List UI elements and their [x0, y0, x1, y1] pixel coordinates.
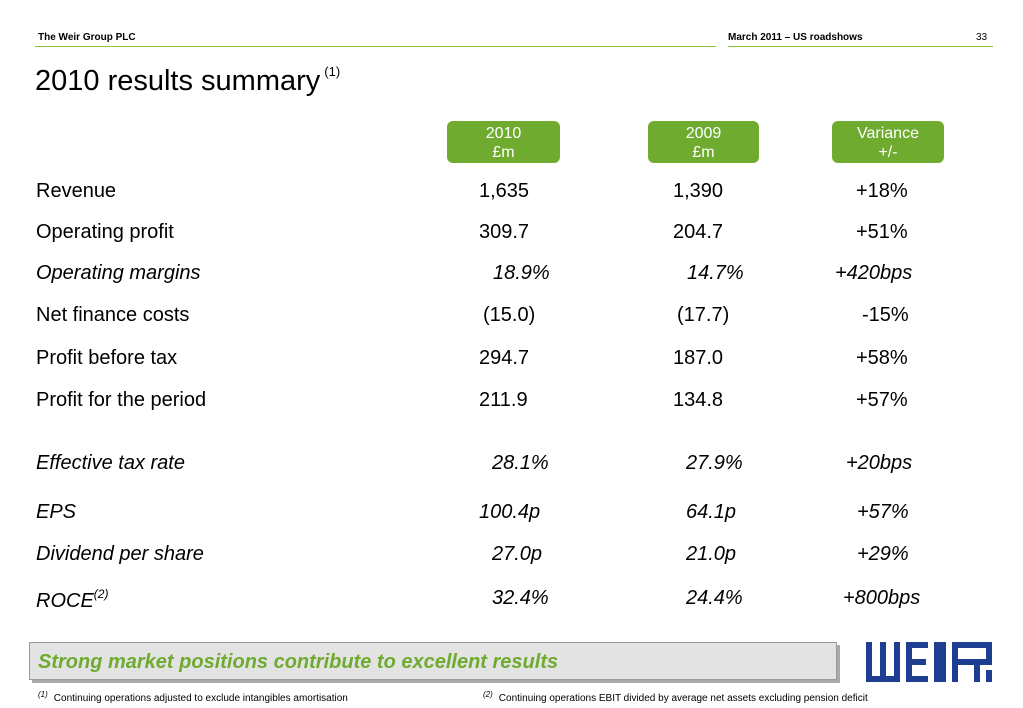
row-label: Dividend per share: [36, 543, 204, 565]
column-header-variance-title: Variance: [857, 125, 919, 142]
value-variance: +20bps: [846, 452, 913, 474]
footnote-1: (1) Continuing operations adjusted to exc…: [38, 690, 348, 704]
row-roce: ROCE(2) 32.4% 24.4% +800bps: [0, 587, 1023, 615]
row-dividend-per-share: Dividend per share 27.0p 21.0p +29%: [0, 543, 1023, 571]
page-title-text: 2010 results summary: [35, 65, 321, 97]
value-2009: 204.7: [673, 221, 724, 243]
value-variance: +420bps: [835, 262, 913, 284]
footnote-1-text: Continuing operations adjusted to exclud…: [53, 693, 348, 704]
footnote-2-text: Continuing operations EBIT divided by av…: [498, 693, 868, 704]
value-2010: 1,635: [479, 180, 530, 202]
value-2009: 14.7%: [687, 262, 744, 284]
value-2010: 100.4p: [479, 501, 541, 523]
row-label-text: ROCE: [36, 590, 94, 612]
value-2010: 18.9%: [493, 262, 550, 284]
value-2009: 64.1p: [686, 501, 737, 523]
row-label: Profit for the period: [36, 389, 207, 411]
value-2009: 21.0p: [686, 543, 737, 565]
row-label: Net finance costs: [36, 304, 190, 326]
row-operating-margins: Operating margins 18.9% 14.7% +420bps: [0, 262, 1023, 290]
value-2010: (15.0): [483, 304, 536, 326]
title-footnote-mark: (1): [324, 64, 341, 79]
value-variance: +58%: [856, 347, 908, 369]
header-rule-left: [35, 46, 716, 47]
row-profit-before-tax: Profit before tax 294.7 187.0 +58%: [0, 347, 1023, 375]
value-2010: 309.7: [479, 221, 530, 243]
row-profit-for-period: Profit for the period 211.9 134.8 +57%: [0, 389, 1023, 417]
value-2009: 134.8: [673, 389, 724, 411]
value-2009: 187.0: [673, 347, 724, 369]
row-eps: EPS 100.4p 64.1p +57%: [0, 501, 1023, 529]
row-label: Operating profit: [36, 221, 174, 243]
value-2010: 211.9: [479, 389, 528, 411]
column-header-2009-year: 2009: [685, 125, 722, 142]
value-2009: (17.7): [677, 304, 730, 326]
column-header-variance: Variance +/-: [832, 121, 944, 163]
row-label: Profit before tax: [36, 347, 178, 369]
value-variance: +29%: [857, 543, 909, 565]
value-variance: +18%: [856, 180, 908, 202]
value-2009: 24.4%: [686, 587, 743, 609]
value-variance: +57%: [857, 501, 909, 523]
value-2010: 32.4%: [492, 587, 549, 609]
column-header-2009: 2009 £m: [648, 121, 759, 163]
row-label: Revenue: [36, 180, 117, 202]
roce-footnote-mark: (2): [93, 587, 109, 601]
value-variance: -15%: [862, 304, 909, 326]
value-variance: +51%: [856, 221, 908, 243]
column-header-2009-unit: £m: [692, 144, 715, 161]
column-header-2010: 2010 £m: [447, 121, 560, 163]
value-2010: 28.1%: [492, 452, 549, 474]
footnote-2: (2) Continuing operations EBIT divided by…: [483, 690, 868, 704]
header-event: March 2011 – US roadshows: [728, 32, 863, 43]
row-label: EPS: [36, 501, 77, 523]
column-header-2010-unit: £m: [492, 144, 515, 161]
value-variance: +57%: [856, 389, 908, 411]
footnote-1-mark: (1): [38, 690, 48, 699]
weir-logo: [866, 642, 992, 682]
row-operating-profit: Operating profit 309.7 204.7 +51%: [0, 221, 1023, 249]
row-label: Operating margins: [36, 262, 201, 284]
summary-banner-text: Strong market positions contribute to ex…: [38, 651, 559, 673]
value-2010: 294.7: [479, 347, 530, 369]
value-2010: 27.0p: [492, 543, 543, 565]
column-header-variance-sign: +/-: [878, 144, 898, 161]
summary-banner: Strong market positions contribute to ex…: [29, 642, 837, 680]
value-2009: 27.9%: [686, 452, 743, 474]
row-label: Effective tax rate: [36, 452, 185, 474]
row-revenue: Revenue 1,635 1,390 +18%: [0, 180, 1023, 208]
page-number: 33: [976, 32, 988, 43]
row-label: ROCE(2): [36, 587, 108, 613]
value-variance: +800bps: [843, 587, 921, 609]
value-2009: 1,390: [673, 180, 724, 202]
column-header-2010-year: 2010: [485, 125, 522, 142]
page-title: 2010 results summary (1): [35, 64, 340, 98]
row-net-finance-costs: Net finance costs (15.0) (17.7) -15%: [0, 304, 1023, 332]
footnote-2-mark: (2): [483, 690, 493, 699]
header-company: The Weir Group PLC: [38, 32, 136, 43]
row-effective-tax-rate: Effective tax rate 28.1% 27.9% +20bps: [0, 452, 1023, 480]
header-rule-right: [728, 46, 993, 47]
